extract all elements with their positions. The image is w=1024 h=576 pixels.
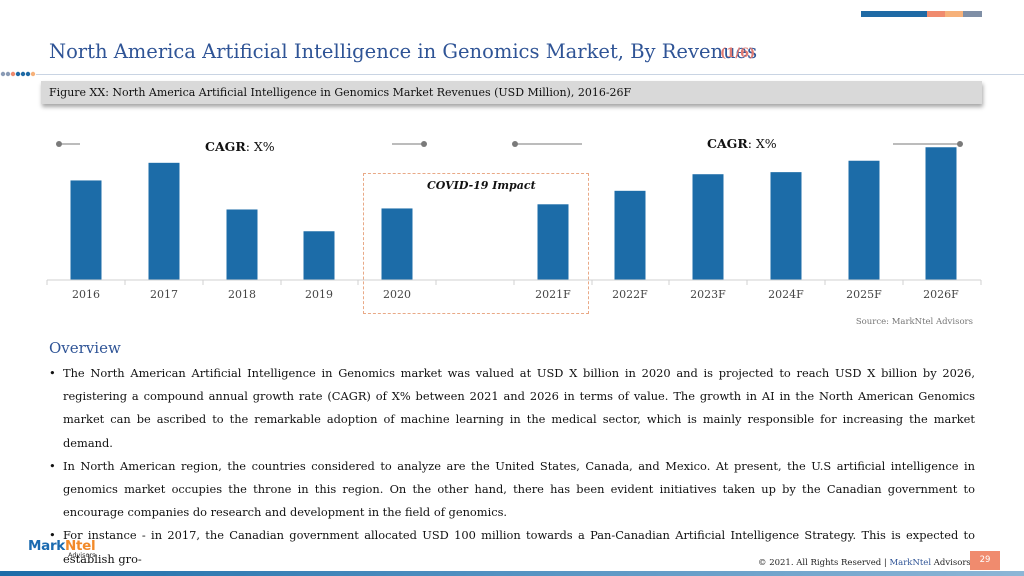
page-title: North America Artificial Intelligence in…: [49, 40, 758, 63]
bar-2016: [70, 180, 102, 280]
page-indicator: (1/6): [720, 46, 756, 61]
x-tick-label: 2020: [383, 288, 411, 301]
overview-bullet: For instance - in 2017, the Canadian gov…: [49, 524, 975, 570]
cagr-right-connector: [512, 141, 963, 147]
x-tick-label: 2022F: [612, 288, 648, 301]
chart-source: Source: MarkNtel Advisors: [855, 317, 973, 327]
top-accent-bar-salmon: [927, 11, 945, 17]
cagr-right-label: CAGR: X%: [707, 136, 777, 151]
overview-heading: Overview: [49, 339, 121, 357]
x-tick-label: 2026F: [923, 288, 959, 301]
x-tick-label: 2019: [305, 288, 333, 301]
bar-2017: [148, 162, 180, 280]
cagr-left-label: CAGR: X%: [205, 139, 275, 154]
figure-caption: Figure XX: North America Artificial Inte…: [49, 86, 632, 99]
bar-2019: [303, 231, 335, 280]
bar-2018: [226, 209, 258, 280]
overview-bullet: The North American Artificial Intelligen…: [49, 362, 975, 455]
covid-impact-label: COVID-19 Impact: [427, 179, 536, 192]
overview-bullet: In North American region, the countries …: [49, 455, 975, 525]
title-divider: [36, 73, 1024, 75]
bar-2022F: [614, 190, 646, 280]
x-tick-label: 2016: [72, 288, 100, 301]
page-number: 29: [970, 551, 1000, 570]
top-accent-bar-blue: [861, 11, 927, 17]
x-tick-label: 2025F: [846, 288, 882, 301]
bar-2021F: [537, 204, 569, 280]
footer-copyright: © 2021. All Rights Reserved | MarkNtel A…: [758, 558, 971, 568]
bar-2020: [381, 208, 413, 280]
x-tick-label: 2021F: [535, 288, 571, 301]
bar-2023F: [692, 174, 724, 280]
x-tick-label: 2023F: [690, 288, 726, 301]
top-accent-bar-gray: [963, 11, 982, 17]
bar-2025F: [848, 160, 880, 280]
cagr-left-connector: [56, 141, 427, 147]
revenue-bar-chart: 2016 2017 2018 2019 2020 2021F 2022F 2023F 2024F…: [46, 141, 982, 301]
bottom-accent-bar: [0, 571, 1024, 576]
bar-2024F: [770, 172, 802, 280]
x-tick-label: 2018: [228, 288, 256, 301]
bar-2026F: [925, 147, 957, 280]
overview-bullet-list: The North American Artificial Intelligen…: [49, 362, 975, 571]
top-accent-bar-orange: [945, 11, 963, 17]
figure-caption-box: Figure XX: North America Artificial Inte…: [41, 81, 982, 104]
title-dots-decoration: [0, 71, 36, 77]
x-tick-label: 2024F: [768, 288, 804, 301]
x-tick-label: 2017: [150, 288, 178, 301]
covid-impact-box: [363, 173, 589, 314]
markntel-logo: MarkNtel Advisors: [28, 538, 96, 559]
